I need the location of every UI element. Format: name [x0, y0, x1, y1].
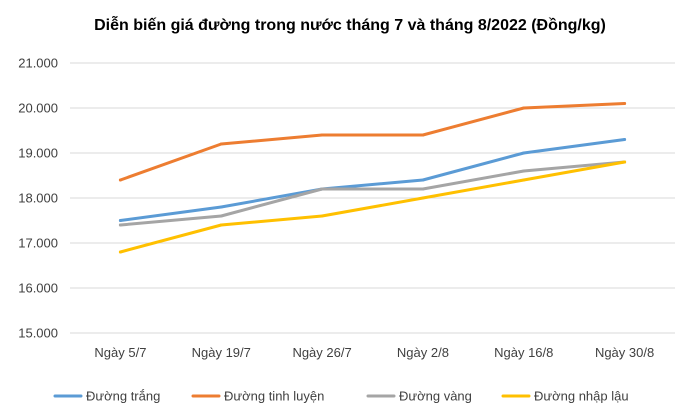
gridlines — [70, 62, 675, 334]
y-tick-label: 18.000 — [18, 191, 58, 206]
y-axis-ticks: 15.000 16.000 17.000 18.000 19.000 20.000 21.0… — [18, 56, 58, 341]
data-point — [421, 196, 425, 200]
x-tick-label: Ngày 30/8 — [595, 345, 654, 360]
x-tick-label: Ngày 2/8 — [397, 345, 449, 360]
y-tick-label: 16.000 — [18, 281, 58, 296]
legend-label: Đường trắng — [86, 389, 160, 404]
data-point — [320, 187, 324, 191]
legend: Đường trắng Đường tinh luyện Đường vàng Đườ… — [53, 389, 629, 404]
series-line — [118, 160, 627, 254]
y-tick-label: 19.000 — [18, 146, 58, 161]
data-point — [522, 169, 526, 173]
series-line — [118, 138, 627, 222]
x-tick-label: Ngày 26/7 — [292, 345, 351, 360]
legend-label: Đường nhập lậu — [534, 389, 629, 404]
y-tick-label: 20.000 — [18, 101, 58, 116]
data-point — [118, 250, 122, 254]
legend-label: Đường vàng — [399, 389, 472, 404]
series-line — [118, 102, 627, 182]
data-point — [320, 214, 324, 218]
data-point — [421, 133, 425, 137]
data-point — [118, 223, 122, 227]
data-point — [219, 214, 223, 218]
data-point — [118, 219, 122, 222]
x-tick-label: Ngày 19/7 — [192, 345, 251, 360]
data-point — [623, 138, 627, 141]
chart-title: Diễn biến giá đường trong nước tháng 7 v… — [94, 15, 606, 34]
data-point — [421, 187, 425, 191]
data-point — [522, 151, 526, 155]
data-point — [219, 223, 223, 227]
legend-label: Đường tinh luyện — [224, 389, 324, 404]
x-tick-label: Ngày 5/7 — [94, 345, 146, 360]
data-point — [219, 205, 223, 209]
data-point — [623, 102, 627, 105]
data-point — [522, 178, 526, 182]
y-tick-label: 21.000 — [18, 56, 58, 71]
series-line — [118, 160, 627, 227]
data-point — [320, 133, 324, 137]
x-axis-ticks: Ngày 5/7 Ngày 19/7 Ngày 26/7 Ngày 2/8 Ngày 1… — [94, 345, 654, 360]
y-tick-label: 17.000 — [18, 236, 58, 251]
data-point — [421, 178, 425, 182]
data-point — [522, 106, 526, 110]
data-point — [118, 178, 122, 182]
data-point — [623, 160, 627, 164]
series-lines — [118, 102, 627, 254]
y-tick-label: 15.000 — [18, 326, 58, 341]
data-point — [219, 142, 223, 146]
x-tick-label: Ngày 16/8 — [494, 345, 553, 360]
